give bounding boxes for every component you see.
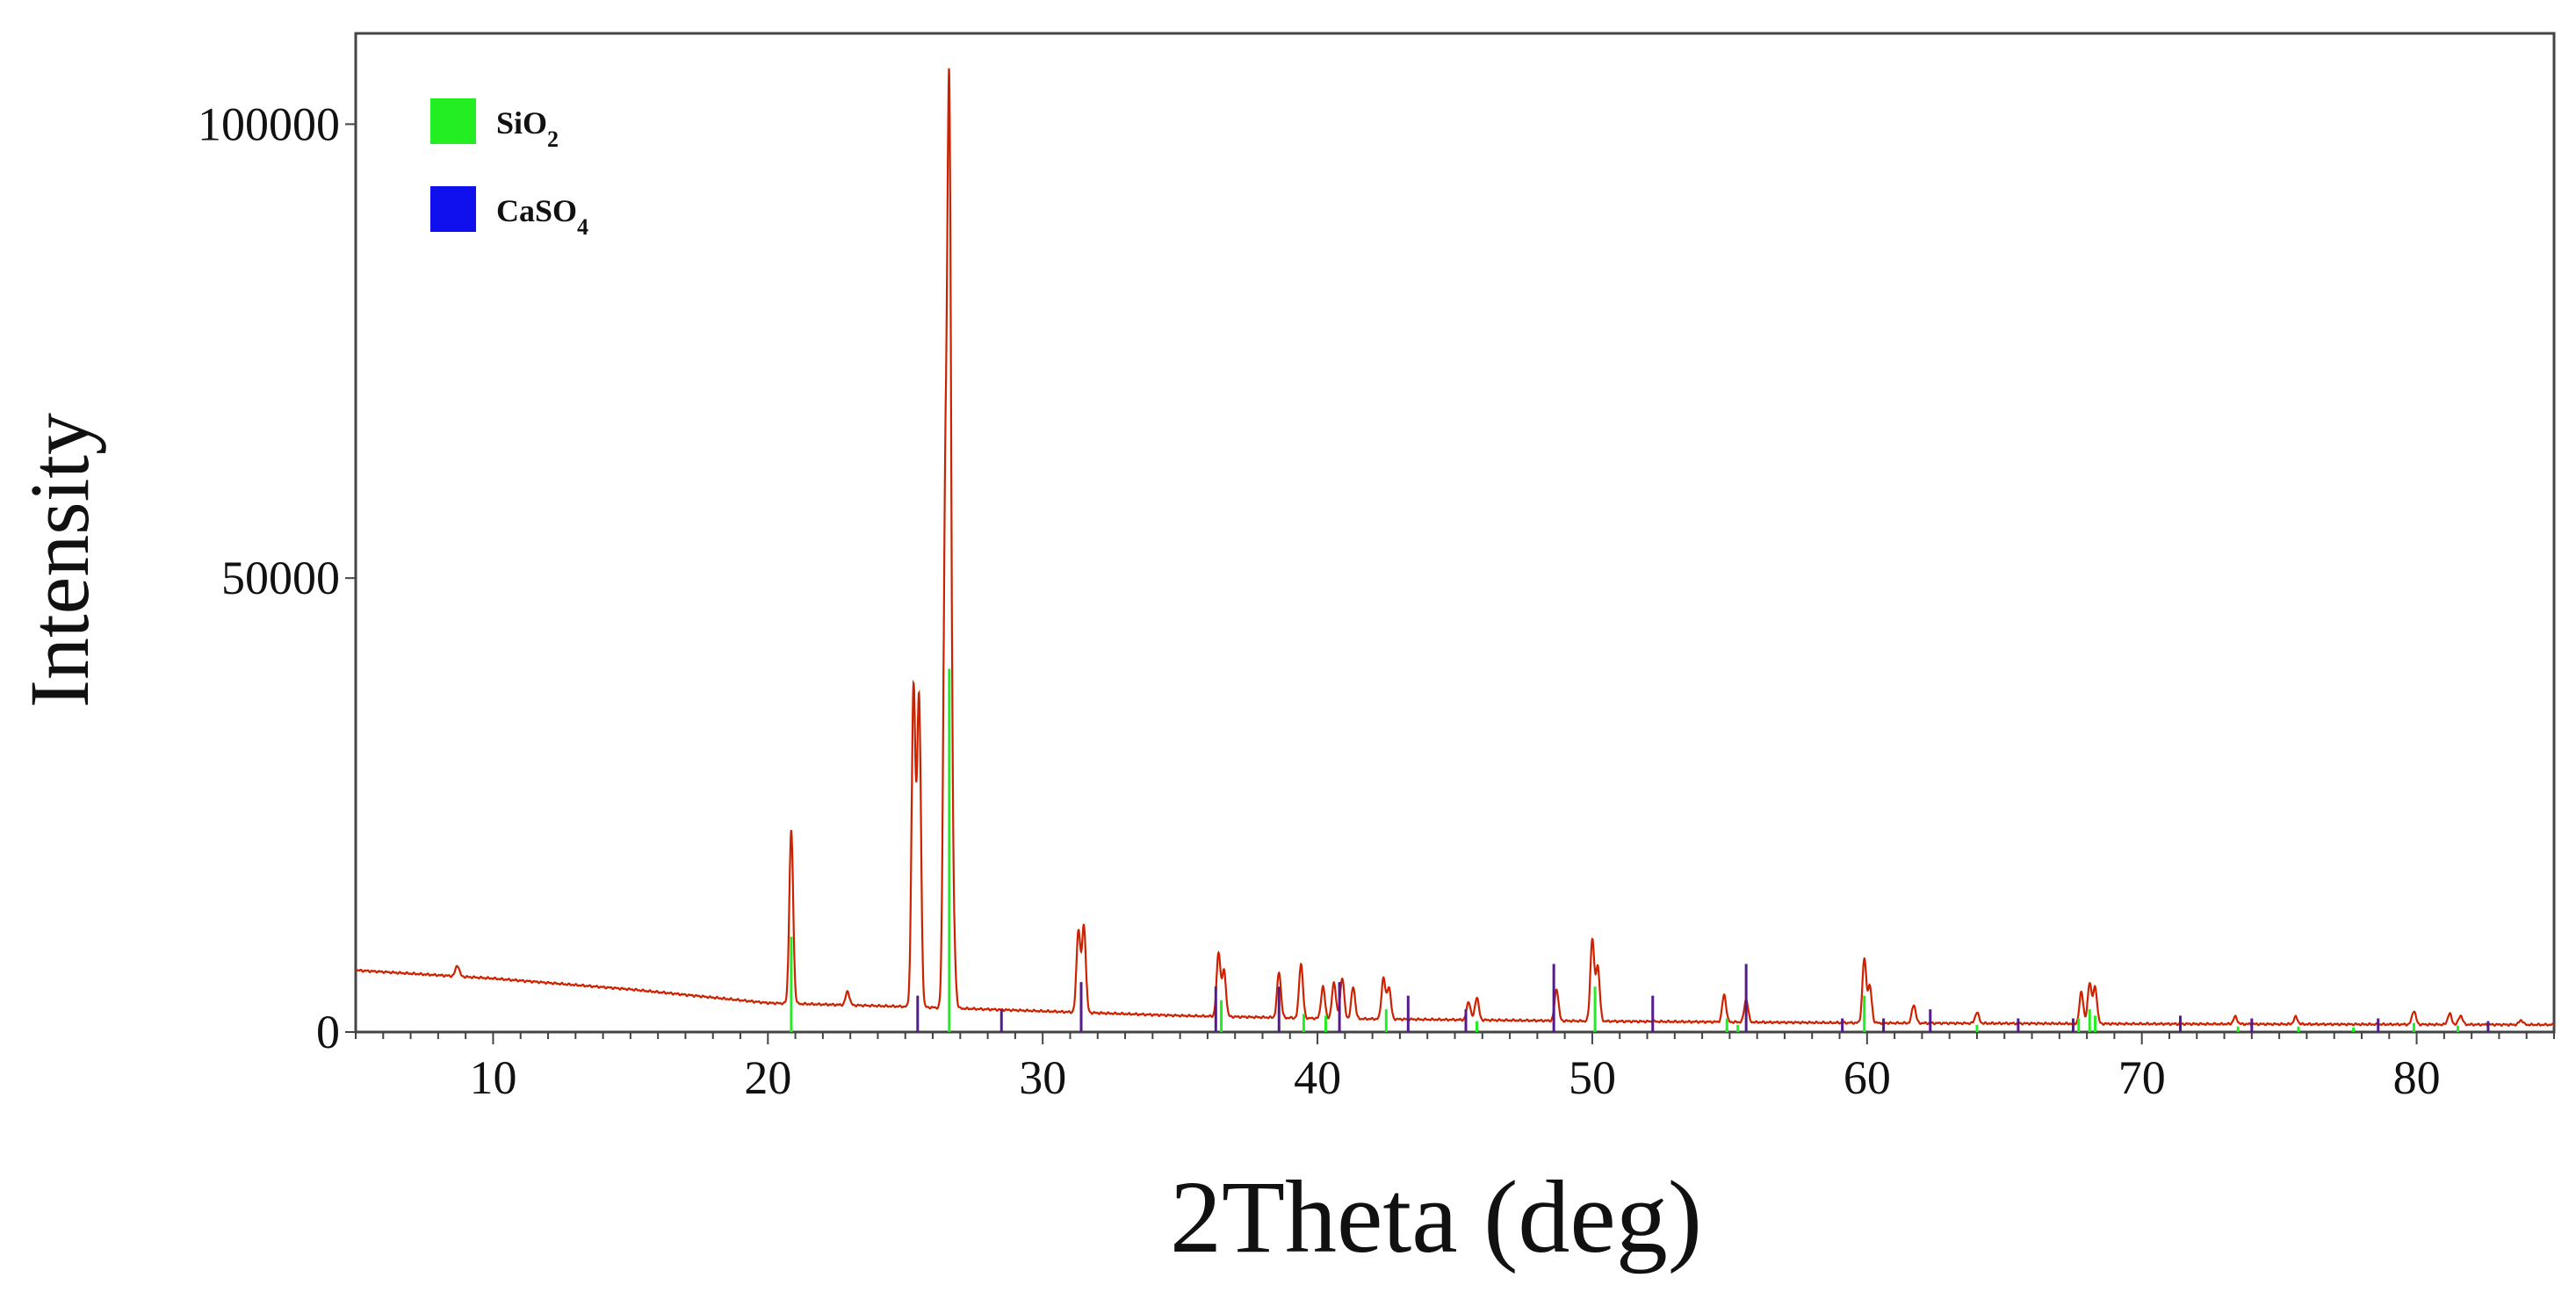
x-tick-label-60: 60 bbox=[1844, 1051, 1891, 1104]
sio2-reference-sticks bbox=[790, 668, 2459, 1032]
x-tick-label-10: 10 bbox=[469, 1051, 516, 1104]
x-tick-label-30: 30 bbox=[1019, 1051, 1066, 1104]
y-axis-label: Intensity bbox=[12, 413, 106, 708]
legend-swatch-1 bbox=[430, 186, 476, 232]
legend-label-0: SiO2 bbox=[496, 105, 559, 152]
legend-label-1: CaSO4 bbox=[496, 193, 588, 240]
y-tick-label-100000: 100000 bbox=[198, 97, 340, 150]
legend: SiO2 CaSO4 bbox=[430, 98, 588, 240]
y-tick-label-50000: 50000 bbox=[221, 552, 340, 604]
caso4-reference-sticks bbox=[916, 964, 2490, 1032]
y-tick-label-0: 0 bbox=[316, 1006, 340, 1058]
intensity-line bbox=[355, 68, 2555, 1027]
axes: 10 20 30 40 50 60 70 80 0 50000 100000 bbox=[198, 97, 2555, 1104]
plot-area bbox=[354, 32, 2556, 1034]
x-tick-label-20: 20 bbox=[744, 1051, 791, 1104]
plot-frame bbox=[354, 32, 2556, 1034]
legend-swatch-0 bbox=[430, 98, 476, 144]
x-tick-label-80: 80 bbox=[2393, 1051, 2441, 1104]
x-tick-label-50: 50 bbox=[1569, 1051, 1616, 1104]
x-axis-label: 2Theta (deg) bbox=[1170, 1159, 1702, 1274]
intensity-trace bbox=[355, 68, 2555, 1027]
x-tick-label-70: 70 bbox=[2118, 1051, 2166, 1104]
x-tick-label-40: 40 bbox=[1294, 1051, 1341, 1104]
